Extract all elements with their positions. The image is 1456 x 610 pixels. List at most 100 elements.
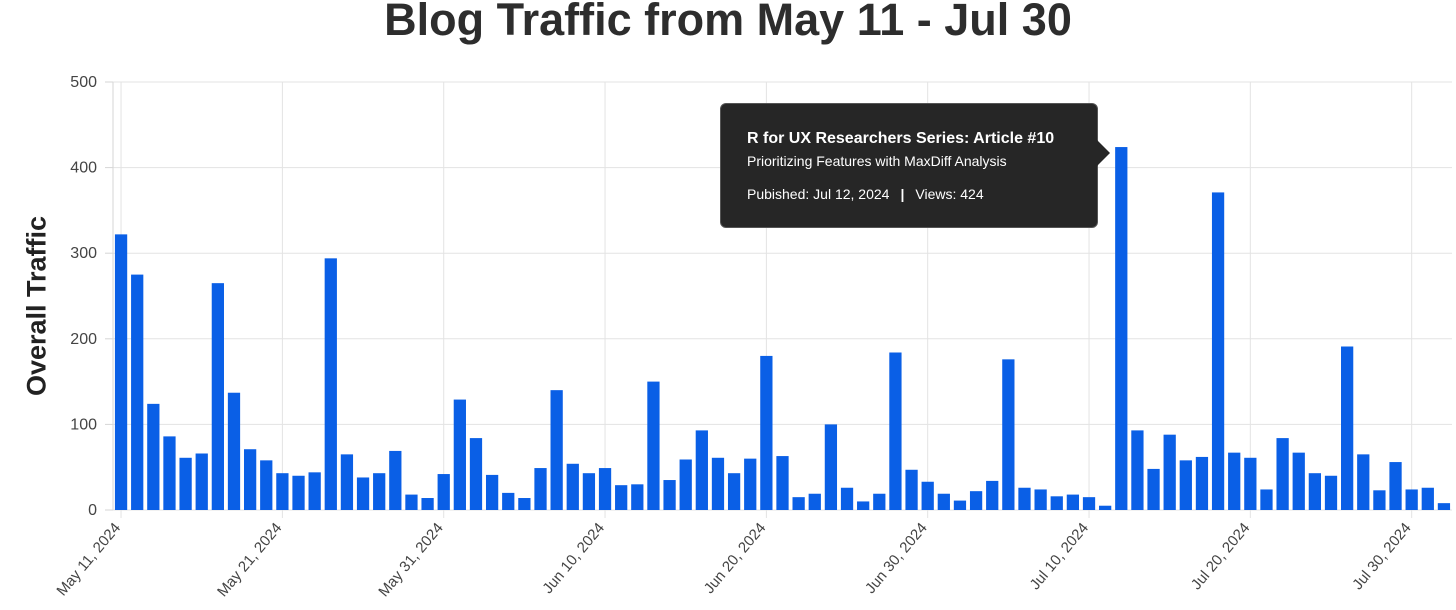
y-tick-label: 0 (88, 502, 97, 519)
bar[interactable] (1260, 489, 1273, 510)
bar[interactable] (179, 457, 192, 510)
bar[interactable] (873, 493, 886, 510)
bar[interactable] (276, 473, 289, 510)
bar[interactable] (1228, 452, 1241, 510)
bar[interactable] (1389, 462, 1402, 510)
bar[interactable] (776, 456, 789, 510)
bar[interactable] (389, 450, 402, 510)
bar[interactable] (1324, 475, 1338, 510)
bar[interactable] (615, 485, 628, 510)
bar[interactable] (373, 473, 386, 510)
bar[interactable] (824, 424, 838, 510)
bar[interactable] (1437, 503, 1451, 510)
bar[interactable] (292, 475, 305, 510)
bar[interactable] (727, 473, 741, 510)
bar[interactable] (744, 458, 757, 510)
bar[interactable] (1018, 487, 1031, 510)
bar[interactable] (518, 498, 531, 510)
bar[interactable] (227, 392, 241, 510)
bar[interactable] (437, 474, 450, 510)
bar[interactable] (1099, 505, 1112, 510)
bar[interactable] (631, 484, 644, 510)
bar[interactable] (405, 494, 418, 510)
bar[interactable] (695, 430, 708, 510)
bar[interactable] (986, 480, 999, 510)
y-tick-label: 300 (70, 245, 97, 262)
bar[interactable] (340, 454, 354, 510)
bar[interactable] (1357, 454, 1370, 510)
bar[interactable] (1131, 430, 1144, 510)
bar[interactable] (131, 274, 144, 510)
bar[interactable] (792, 497, 805, 510)
bar[interactable] (857, 501, 870, 510)
bar[interactable] (1147, 468, 1160, 510)
tooltip-title: R for UX Researchers Series: Article #10 (747, 130, 1055, 147)
bar[interactable] (566, 463, 579, 510)
y-tick-label: 200 (70, 331, 97, 348)
bar[interactable] (1276, 438, 1289, 510)
bar[interactable] (889, 352, 902, 510)
y-axis-ticks: 0 100 200 300 400 500 (70, 74, 113, 519)
bar[interactable] (1050, 496, 1063, 510)
bars (114, 147, 1451, 511)
bar[interactable] (114, 234, 128, 511)
tooltip-separator: | (900, 186, 905, 202)
tooltip-published: Pubished: Jul 12, 2024 (747, 186, 890, 202)
bar[interactable] (969, 491, 983, 510)
x-tick-label: May 11, 2024 (53, 520, 124, 600)
bar[interactable] (711, 457, 725, 510)
x-tick-label: Jun 20, 2024 (701, 520, 770, 597)
bar[interactable] (1211, 192, 1225, 510)
bar[interactable] (582, 473, 596, 510)
bar[interactable] (163, 436, 176, 510)
bar[interactable] (1195, 456, 1209, 510)
bar[interactable] (679, 459, 692, 510)
tooltip: R for UX Researchers Series: Article #10… (720, 103, 1110, 228)
bar[interactable] (808, 493, 821, 510)
bar[interactable] (534, 468, 547, 510)
tooltip-views: Views: 424 (915, 186, 984, 202)
bar[interactable] (1002, 359, 1015, 510)
bar[interactable] (211, 283, 224, 510)
bar[interactable] (937, 493, 950, 510)
x-tick-label: Jul 20, 2024 (1188, 520, 1254, 594)
tooltip-arrow (1097, 140, 1110, 166)
bar[interactable] (598, 468, 612, 510)
x-tick-label: Jun 10, 2024 (539, 520, 608, 597)
bar[interactable] (1066, 494, 1080, 510)
bar[interactable] (502, 492, 515, 510)
bar[interactable] (953, 500, 967, 510)
bar[interactable] (663, 480, 676, 510)
bar[interactable] (921, 481, 934, 510)
bar[interactable] (485, 474, 499, 510)
bar[interactable] (1405, 489, 1418, 510)
bar[interactable] (1034, 489, 1047, 510)
bar[interactable] (469, 438, 483, 510)
bar[interactable] (1115, 147, 1128, 510)
bar[interactable] (356, 477, 370, 510)
chart-title: Blog Traffic from May 11 - Jul 30 (384, 0, 1072, 45)
bar[interactable] (1082, 497, 1096, 510)
bar[interactable] (1341, 346, 1354, 510)
bar[interactable] (1292, 452, 1305, 510)
bar[interactable] (421, 498, 434, 510)
bar[interactable] (1421, 487, 1434, 510)
bar[interactable] (840, 487, 854, 510)
bar[interactable] (1179, 460, 1192, 510)
bar[interactable] (760, 355, 773, 510)
bar[interactable] (1244, 457, 1257, 510)
bar[interactable] (453, 399, 466, 510)
bar[interactable] (550, 390, 563, 510)
bar[interactable] (195, 453, 208, 510)
bar[interactable] (1373, 490, 1386, 510)
bar[interactable] (647, 381, 660, 510)
bar[interactable] (1163, 434, 1176, 510)
bar[interactable] (260, 460, 273, 510)
bar[interactable] (905, 469, 918, 510)
bar[interactable] (147, 403, 160, 510)
bar[interactable] (1308, 473, 1322, 510)
bar[interactable] (324, 258, 337, 510)
bar[interactable] (243, 449, 257, 510)
bar[interactable] (308, 472, 321, 510)
